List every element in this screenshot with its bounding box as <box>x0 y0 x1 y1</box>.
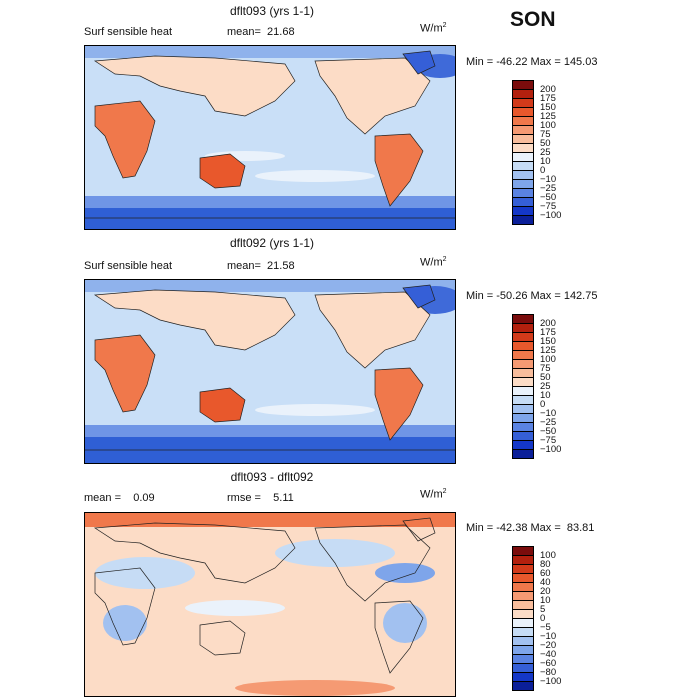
colorbar-label: 50 <box>540 138 551 149</box>
colorbar-label: 20 <box>540 586 551 597</box>
colorbar-label: −50 <box>540 192 557 203</box>
colorbar-label: 0 <box>540 165 546 176</box>
panel-1-unit: W/m2 <box>420 22 447 35</box>
colorbar-label: 5 <box>540 604 546 615</box>
colorbar-label: 100 <box>540 120 556 131</box>
colorbar-swatch <box>512 681 534 691</box>
panel-3-map-svg <box>85 513 455 696</box>
colorbar-label: 25 <box>540 381 551 392</box>
colorbar-label: −10 <box>540 631 557 642</box>
panel-1-mean: mean= 21.68 <box>227 26 295 38</box>
colorbar-label: 0 <box>540 613 546 624</box>
panel-2-map-svg <box>85 280 455 463</box>
colorbar-label: 75 <box>540 129 551 140</box>
panel-2-colorbar: 200 175 150 125 100 75 50 25 10 0 −10 −25 −50 −75 −100 <box>512 314 592 459</box>
panel-3-unit: W/m2 <box>420 488 447 501</box>
panel-1-map-svg <box>85 46 455 229</box>
colorbar-label: 80 <box>540 559 551 570</box>
colorbar-label: −75 <box>540 201 557 212</box>
panel-2-field-label: Surf sensible heat <box>84 260 173 272</box>
colorbar-label: −60 <box>540 658 557 669</box>
colorbar-label: 100 <box>540 550 556 561</box>
colorbar-label: 0 <box>540 399 546 410</box>
colorbar-label: −20 <box>540 640 557 651</box>
colorbar-label: −80 <box>540 667 557 678</box>
panel-2-map <box>84 279 456 464</box>
panel-3-minmax: Min = -42.38 Max = 83.81 <box>466 522 595 534</box>
panel-2-title: dflt092 (yrs 1-1) <box>229 236 315 250</box>
colorbar-label: −50 <box>540 426 557 437</box>
colorbar-label: −5 <box>540 622 551 633</box>
colorbar-label: −10 <box>540 408 557 419</box>
colorbar-label: 200 <box>540 318 556 329</box>
colorbar-label: −10 <box>540 174 557 185</box>
colorbar-label: 200 <box>540 84 556 95</box>
colorbar-label: 150 <box>540 336 556 347</box>
colorbar-label: 125 <box>540 111 556 122</box>
colorbar-label: 175 <box>540 93 556 104</box>
colorbar-label: 60 <box>540 568 551 579</box>
panel-3-title: dflt093 - dflt092 <box>230 470 314 484</box>
colorbar-label: 150 <box>540 102 556 113</box>
panel-1-map <box>84 45 456 230</box>
panel-2-mean: mean= 21.58 <box>227 260 295 272</box>
panel-1-title: dflt093 (yrs 1-1) <box>229 4 315 18</box>
colorbar-label: −75 <box>540 435 557 446</box>
colorbar-label: 40 <box>540 577 551 588</box>
colorbar-label: 10 <box>540 595 551 606</box>
panel-1-colorbar: 200 175 150 125 100 75 50 25 10 0 −10 −25 −50 −75 −100 <box>512 80 592 225</box>
colorbar-label: 175 <box>540 327 556 338</box>
panel-1-field-label: Surf sensible heat <box>84 26 173 38</box>
colorbar-label: −25 <box>540 417 557 428</box>
colorbar-label: 10 <box>540 156 551 167</box>
colorbar-swatch <box>512 215 534 225</box>
colorbar-label: 125 <box>540 345 556 356</box>
panel-3-rmse: rmse = 5.11 <box>227 492 294 504</box>
panel-1-minmax: Min = -46.22 Max = 145.03 <box>466 56 598 68</box>
colorbar-label: 100 <box>540 354 556 365</box>
panel-3-colorbar: 100 80 60 40 20 10 5 0 −5 −10 −20 −40 −60 −80 −100 <box>512 546 592 691</box>
colorbar-label: 10 <box>540 390 551 401</box>
colorbar-label: −40 <box>540 649 557 660</box>
colorbar-label: −100 <box>540 444 562 455</box>
colorbar-label: −25 <box>540 183 557 194</box>
colorbar-label: 25 <box>540 147 551 158</box>
panel-2-minmax: Min = -50.26 Max = 142.75 <box>466 290 598 302</box>
colorbar-swatch <box>512 449 534 459</box>
colorbar-label: 75 <box>540 363 551 374</box>
colorbar-label: −100 <box>540 676 562 687</box>
panel-3-mean: mean = 0.09 <box>84 492 155 504</box>
season-label: SON <box>510 8 556 31</box>
colorbar-label: −100 <box>540 210 562 221</box>
colorbar-label: 50 <box>540 372 551 383</box>
panel-2-unit: W/m2 <box>420 256 447 269</box>
panel-3-map <box>84 512 456 697</box>
